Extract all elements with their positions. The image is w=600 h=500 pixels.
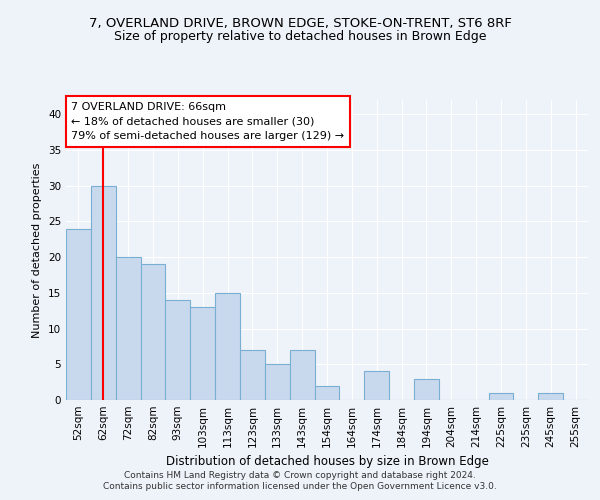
Bar: [265, 364, 290, 400]
Text: Contains public sector information licensed under the Open Government Licence v3: Contains public sector information licen…: [103, 482, 497, 491]
Text: Contains HM Land Registry data © Crown copyright and database right 2024.: Contains HM Land Registry data © Crown c…: [124, 471, 476, 480]
Bar: [488, 393, 514, 400]
Text: 7, OVERLAND DRIVE, BROWN EDGE, STOKE-ON-TRENT, ST6 8RF: 7, OVERLAND DRIVE, BROWN EDGE, STOKE-ON-…: [89, 18, 511, 30]
Bar: [240, 350, 265, 400]
Bar: [215, 293, 240, 400]
Bar: [314, 386, 340, 400]
Bar: [364, 372, 389, 400]
Text: Size of property relative to detached houses in Brown Edge: Size of property relative to detached ho…: [114, 30, 486, 43]
Text: 7 OVERLAND DRIVE: 66sqm
← 18% of detached houses are smaller (30)
79% of semi-de: 7 OVERLAND DRIVE: 66sqm ← 18% of detache…: [71, 102, 344, 141]
Bar: [414, 378, 439, 400]
X-axis label: Distribution of detached houses by size in Brown Edge: Distribution of detached houses by size …: [166, 456, 488, 468]
Bar: [166, 300, 190, 400]
Y-axis label: Number of detached properties: Number of detached properties: [32, 162, 43, 338]
Bar: [290, 350, 314, 400]
Bar: [190, 307, 215, 400]
Bar: [66, 228, 91, 400]
Bar: [140, 264, 166, 400]
Bar: [538, 393, 563, 400]
Bar: [91, 186, 116, 400]
Bar: [116, 257, 140, 400]
